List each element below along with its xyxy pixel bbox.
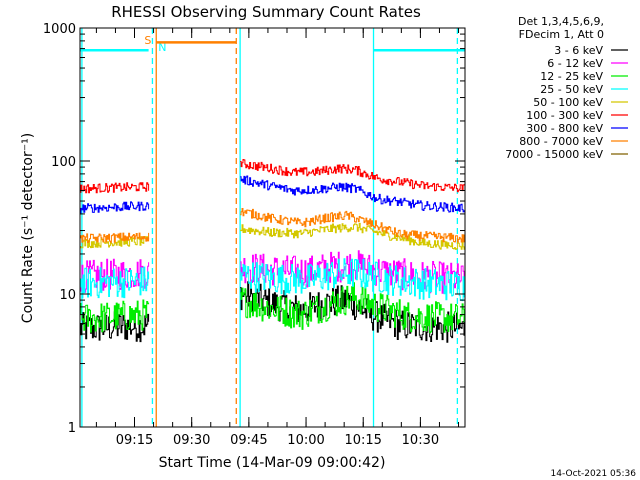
y-tick-label: 1000 [43,22,76,37]
legend-label: 7000 - 15000 keV [505,148,603,161]
legend-header: FDecim 1, Att 0 [519,28,604,41]
series-800-7000kev [80,41,466,243]
legend-label: 25 - 50 keV [540,83,603,96]
x-tick-label: 10:30 [402,433,439,448]
series-line [80,232,150,243]
vertical-markers: SN [81,28,459,427]
legend-label: 3 - 6 keV [554,44,603,57]
x-tick-label: 09:15 [116,433,153,448]
series-line [240,175,466,213]
footer-date: 14-Oct-2021 05:36 [551,469,637,479]
series-300-800kev [80,175,466,214]
legend: Det 1,3,4,5,6,9,FDecim 1, Att 0 3 - 6 keV… [505,15,628,161]
annotation-label: S [144,34,151,47]
series-100-300kev [80,159,466,194]
x-tick-label: 10:15 [344,433,381,448]
chart-title: RHESSI Observing Summary Count Rates [111,3,421,21]
series-line [80,266,150,299]
series-line [240,282,466,334]
series-25-50kev [80,49,466,302]
x-tick-label: 09:30 [173,433,210,448]
legend-label: 50 - 100 keV [533,96,603,109]
y-tick-label: 10 [59,288,76,303]
legend-label: 100 - 300 keV [526,109,603,122]
series-line [240,258,466,302]
legend-label: 300 - 800 keV [526,122,603,135]
y-axis-label: Count Rate (s⁻¹ detector⁻¹) [20,133,36,323]
legend-label: 800 - 7000 keV [519,135,603,148]
series-line [240,159,466,193]
y-tick-label: 1 [68,421,76,436]
legend-label: 12 - 25 keV [540,70,603,83]
series-line [80,201,150,214]
x-tick-label: 09:45 [230,433,267,448]
annotation-label: N [158,41,166,54]
x-axis-label: Start Time (14-Mar-09 09:00:42) [159,455,386,471]
plot-frame [79,27,466,428]
x-tick-label: 10:00 [287,433,324,448]
legend-label: 6 - 12 keV [547,57,603,70]
y-tick-label: 100 [51,155,76,170]
y-axis-ticks: 1 10 100 1000 [43,22,465,436]
series-line [240,208,466,243]
legend-header: Det 1,3,4,5,6,9, [518,15,604,28]
x-axis-ticks: 09:15 09:30 09:45 10:00 10:15 10:30 [95,28,460,448]
series-layer [80,41,466,343]
series-line [80,258,150,293]
series-line [80,299,150,333]
series-line [240,222,466,250]
series-12-25kev [80,282,466,334]
series-line [80,182,150,194]
